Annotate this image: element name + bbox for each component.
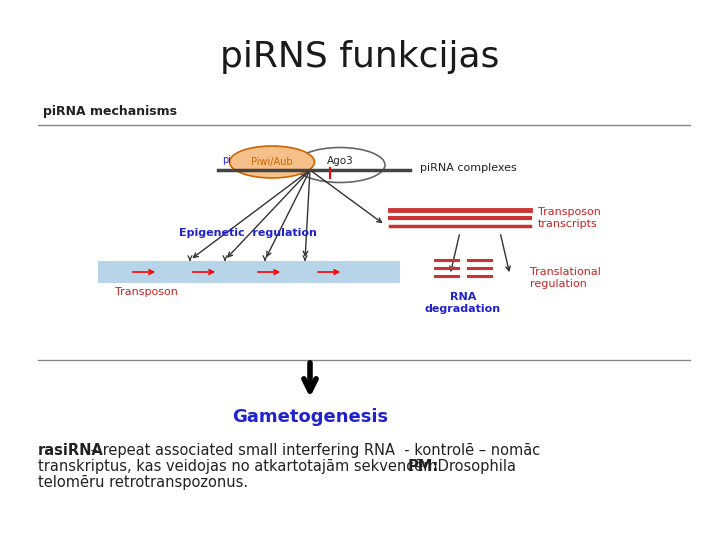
Text: transkriptus, kas veidojas no atkartotajām sekvencēm: transkriptus, kas veidojas no atkartotaj… [38, 459, 442, 474]
Text: – repeat associated small interfering RNA  - kontrolē – nomāc: – repeat associated small interfering RN… [86, 443, 540, 458]
Text: Ago3: Ago3 [327, 156, 354, 166]
Text: piRNA mechanisms: piRNA mechanisms [43, 105, 177, 118]
FancyBboxPatch shape [98, 261, 400, 283]
Text: Drosophila: Drosophila [433, 459, 516, 474]
Text: piRNA complexes: piRNA complexes [420, 163, 517, 173]
Text: Translational
regulation: Translational regulation [530, 267, 601, 289]
Text: Transposon: Transposon [115, 287, 178, 297]
Text: telomēru retrotranspozonus.: telomēru retrotranspozonus. [38, 475, 248, 490]
Text: PM:: PM: [408, 459, 439, 474]
Text: Gametogenesis: Gametogenesis [232, 408, 388, 426]
Text: rasiRNA: rasiRNA [38, 443, 104, 458]
Ellipse shape [295, 147, 385, 183]
Text: Piwi/Aub: Piwi/Aub [251, 157, 293, 167]
Text: RNA
degradation: RNA degradation [425, 292, 501, 314]
Text: Epigenetic  regulation: Epigenetic regulation [179, 228, 317, 238]
Text: Transposon
transcripts: Transposon transcripts [538, 207, 601, 229]
Ellipse shape [230, 146, 315, 178]
Text: pi: pi [222, 155, 231, 165]
Text: piRNS funkcijas: piRNS funkcijas [220, 40, 500, 74]
